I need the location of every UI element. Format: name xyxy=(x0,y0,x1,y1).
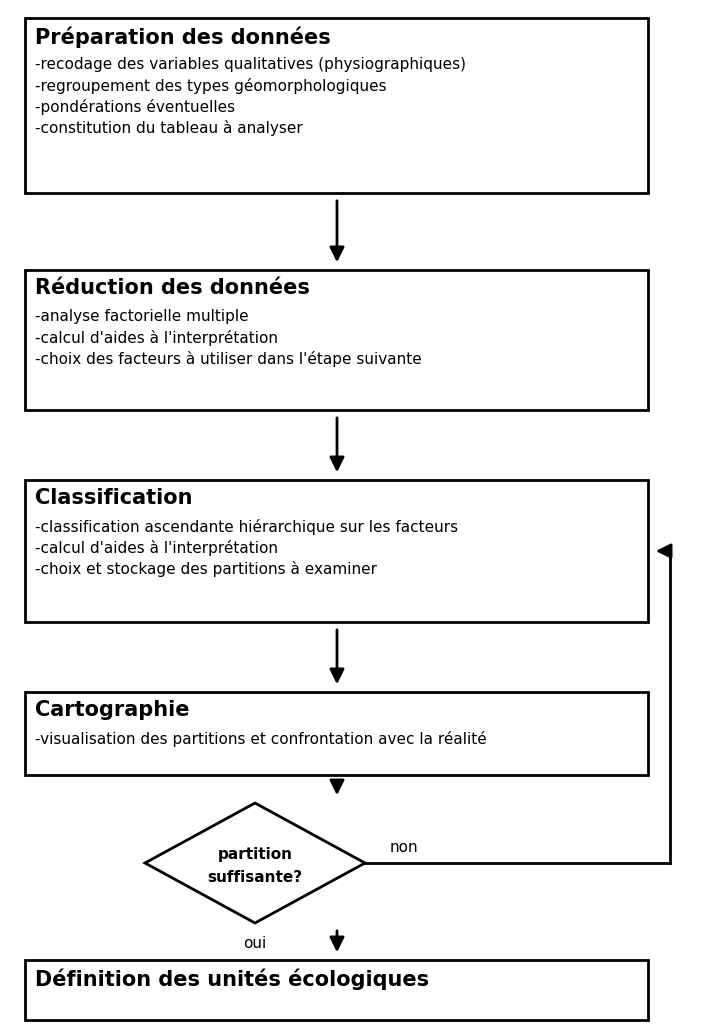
Text: -choix et stockage des partitions à examiner: -choix et stockage des partitions à exam… xyxy=(35,561,377,576)
Text: -visualisation des partitions et confrontation avec la réalité: -visualisation des partitions et confron… xyxy=(35,731,486,747)
Bar xyxy=(25,692,648,775)
Bar xyxy=(25,18,648,193)
Text: -calcul d'aides à l'interprétation: -calcul d'aides à l'interprétation xyxy=(35,540,278,556)
Text: Cartographie: Cartographie xyxy=(35,700,190,720)
Text: Réduction des données: Réduction des données xyxy=(35,278,310,298)
Bar xyxy=(25,480,648,622)
Text: -regroupement des types géomorphologiques: -regroupement des types géomorphologique… xyxy=(35,78,387,94)
Text: suffisante?: suffisante? xyxy=(207,869,302,885)
Text: Préparation des données: Préparation des données xyxy=(35,26,330,48)
Text: -classification ascendante hiérarchique sur les facteurs: -classification ascendante hiérarchique … xyxy=(35,519,458,535)
Bar xyxy=(25,960,648,1021)
Text: -analyse factorielle multiple: -analyse factorielle multiple xyxy=(35,309,249,324)
Text: -choix des facteurs à utiliser dans l'étape suivante: -choix des facteurs à utiliser dans l'ét… xyxy=(35,351,422,366)
Text: non: non xyxy=(390,839,418,855)
Text: -pondérations éventuelles: -pondérations éventuelles xyxy=(35,98,235,115)
Text: partition: partition xyxy=(217,848,292,862)
Text: Définition des unités écologiques: Définition des unités écologiques xyxy=(35,968,429,989)
Polygon shape xyxy=(145,803,365,923)
Text: oui: oui xyxy=(243,936,266,950)
Text: Classification: Classification xyxy=(35,487,193,508)
Text: -calcul d'aides à l'interprétation: -calcul d'aides à l'interprétation xyxy=(35,330,278,346)
Text: -recodage des variables qualitatives (physiographiques): -recodage des variables qualitatives (ph… xyxy=(35,57,466,72)
Text: -constitution du tableau à analyser: -constitution du tableau à analyser xyxy=(35,120,303,136)
Bar xyxy=(25,270,648,410)
